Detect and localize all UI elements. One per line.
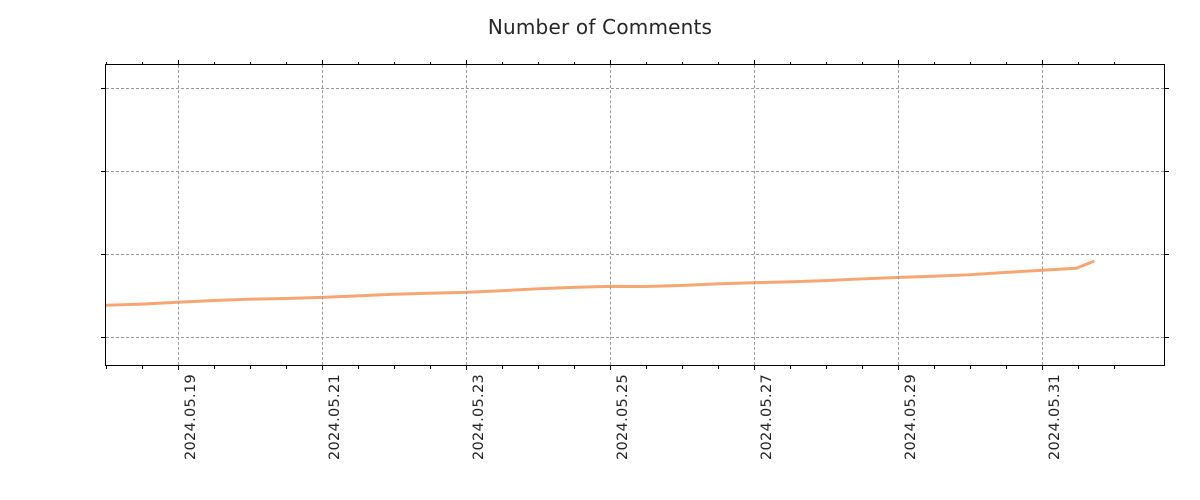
x-tick-label: 2024.05.19 — [183, 374, 199, 461]
x-tick-mark-minor — [142, 61, 143, 65]
x-tick-mark — [1042, 60, 1043, 65]
x-tick-mark-minor — [1006, 365, 1007, 369]
x-tick-mark — [898, 365, 899, 370]
x-tick-mark-minor — [934, 365, 935, 369]
x-tick-mark-minor — [718, 61, 719, 65]
plot-area — [101, 60, 1169, 370]
x-tick-label: 2024.05.25 — [615, 374, 631, 461]
x-tick-mark-minor — [646, 61, 647, 65]
x-tick-mark-minor — [286, 61, 287, 65]
x-tick-mark-minor — [250, 365, 251, 369]
x-tick-label: 2024.05.31 — [1047, 374, 1063, 461]
x-tick-mark — [898, 60, 899, 65]
x-tick-mark-minor — [970, 365, 971, 369]
x-tick-mark-minor — [502, 365, 503, 369]
x-tick-mark — [610, 60, 611, 65]
y-tick-mark — [1164, 336, 1169, 338]
y-tick-mark — [101, 254, 106, 256]
x-tick-label: 2024.05.23 — [471, 374, 487, 461]
x-tick-label: 2024.05.27 — [759, 374, 775, 461]
x-tick-mark-minor — [1114, 365, 1115, 369]
y-tick-mark — [101, 171, 106, 173]
x-tick-mark-minor — [790, 365, 791, 369]
x-tick-mark-minor — [394, 61, 395, 65]
x-tick-mark-minor — [574, 365, 575, 369]
x-tick-label: 2024.05.21 — [327, 374, 343, 461]
x-tick-mark-minor — [1078, 365, 1079, 369]
x-tick-mark — [322, 60, 323, 65]
x-tick-mark — [466, 60, 467, 65]
x-tick-mark — [178, 365, 179, 370]
x-tick-mark-minor — [106, 61, 107, 65]
y-tick-mark — [1164, 254, 1169, 256]
x-tick-mark-minor — [286, 365, 287, 369]
x-tick-mark — [466, 365, 467, 370]
x-tick-mark-minor — [682, 365, 683, 369]
x-tick-mark-minor — [538, 365, 539, 369]
x-tick-mark — [754, 365, 755, 370]
x-tick-mark-minor — [250, 61, 251, 65]
x-tick-mark-minor — [1114, 61, 1115, 65]
x-tick-mark-minor — [1006, 61, 1007, 65]
y-tick-mark — [1164, 88, 1169, 90]
series-line-chart — [105, 259, 1095, 307]
x-tick-mark-minor — [862, 61, 863, 65]
x-tick-mark-minor — [142, 365, 143, 369]
x-tick-mark — [178, 60, 179, 65]
x-tick-mark — [322, 365, 323, 370]
x-tick-mark-minor — [430, 365, 431, 369]
x-tick-mark-minor — [862, 365, 863, 369]
x-tick-mark-minor — [358, 61, 359, 65]
x-tick-mark-minor — [358, 365, 359, 369]
x-tick-mark-minor — [826, 365, 827, 369]
x-tick-mark-minor — [1078, 61, 1079, 65]
x-tick-mark-minor — [790, 61, 791, 65]
y-tick-mark — [1164, 171, 1169, 173]
x-tick-mark-minor — [934, 61, 935, 65]
x-tick-mark-minor — [826, 61, 827, 65]
x-tick-mark-minor — [574, 61, 575, 65]
x-tick-mark-minor — [718, 365, 719, 369]
series-line-number-of-comments — [105, 259, 1095, 307]
x-tick-mark-minor — [430, 61, 431, 65]
x-tick-mark — [610, 365, 611, 370]
y-tick-mark — [101, 88, 106, 90]
chart-title: Number of Comments — [487, 15, 713, 39]
x-tick-mark-minor — [106, 365, 107, 369]
x-tick-mark-minor — [502, 61, 503, 65]
x-tick-mark-minor — [538, 61, 539, 65]
x-tick-mark-minor — [214, 365, 215, 369]
x-tick-mark-minor — [394, 365, 395, 369]
y-tick-mark — [101, 336, 106, 338]
x-tick-mark-minor — [970, 61, 971, 65]
x-tick-label: 2024.05.29 — [903, 374, 919, 461]
x-tick-mark-minor — [682, 61, 683, 65]
x-tick-mark — [754, 60, 755, 65]
x-tick-mark — [1042, 365, 1043, 370]
x-tick-mark-minor — [646, 365, 647, 369]
x-tick-mark-minor — [214, 61, 215, 65]
